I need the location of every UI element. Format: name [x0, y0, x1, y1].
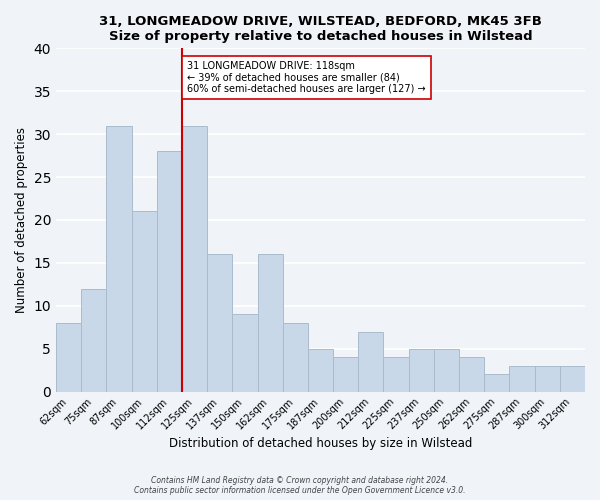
Text: 31 LONGMEADOW DRIVE: 118sqm
← 39% of detached houses are smaller (84)
60% of sem: 31 LONGMEADOW DRIVE: 118sqm ← 39% of det…	[187, 61, 425, 94]
Bar	[56, 323, 81, 392]
Bar	[333, 358, 358, 392]
Title: 31, LONGMEADOW DRIVE, WILSTEAD, BEDFORD, MK45 3FB
Size of property relative to d: 31, LONGMEADOW DRIVE, WILSTEAD, BEDFORD,…	[99, 15, 542, 43]
Bar	[484, 374, 509, 392]
X-axis label: Distribution of detached houses by size in Wilstead: Distribution of detached houses by size …	[169, 437, 472, 450]
Bar	[434, 348, 459, 392]
Bar	[409, 348, 434, 392]
Bar	[560, 366, 585, 392]
Bar	[106, 126, 131, 392]
Y-axis label: Number of detached properties: Number of detached properties	[15, 127, 28, 313]
Bar	[257, 254, 283, 392]
Bar	[157, 152, 182, 392]
Bar	[358, 332, 383, 392]
Bar	[509, 366, 535, 392]
Bar	[383, 358, 409, 392]
Bar	[535, 366, 560, 392]
Bar	[207, 254, 232, 392]
Bar	[283, 323, 308, 392]
Bar	[459, 358, 484, 392]
Bar	[81, 288, 106, 392]
Bar	[308, 348, 333, 392]
Bar	[182, 126, 207, 392]
Bar	[232, 314, 257, 392]
Bar	[131, 212, 157, 392]
Text: Contains HM Land Registry data © Crown copyright and database right 2024.
Contai: Contains HM Land Registry data © Crown c…	[134, 476, 466, 495]
